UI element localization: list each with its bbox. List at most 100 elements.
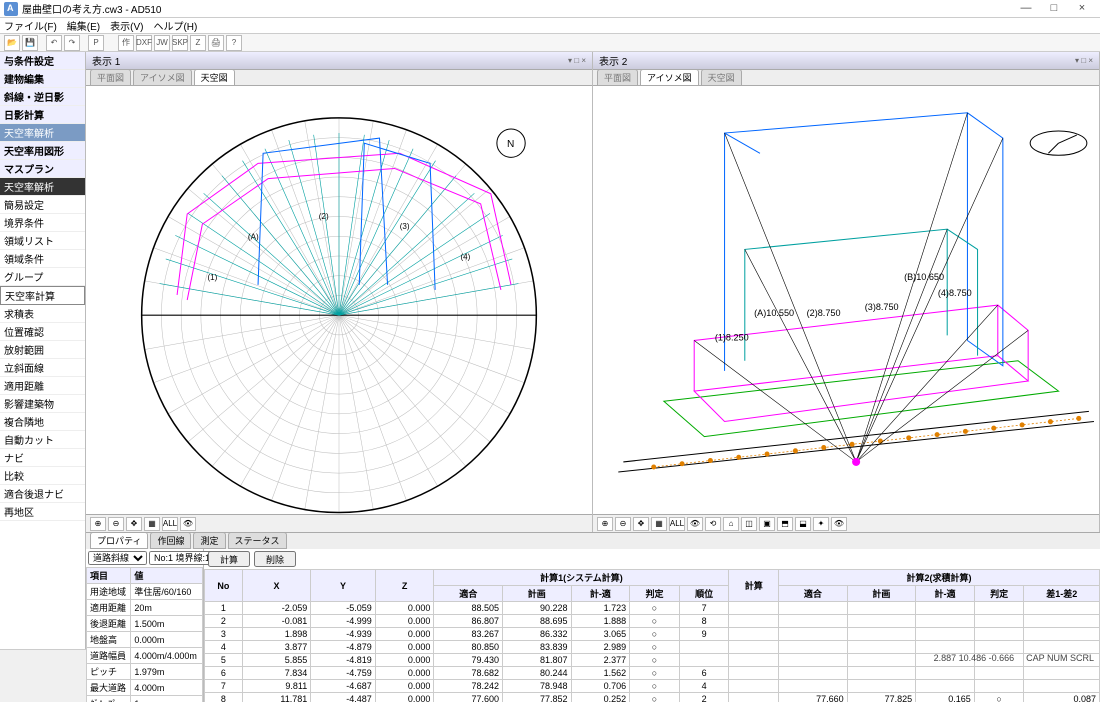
results-grid: 計算 削除 No X Y Z 計算1(システム計算) 計算 <box>204 549 1100 702</box>
view-tool[interactable]: ⊕ <box>90 517 106 531</box>
sidebar: 与条件設定建物編集斜線・逆日影日影計算天空率解析天空率用図形マスプラン天空率解析… <box>0 52 86 649</box>
table-row[interactable]: 79.811-4.6870.00078.24278.9480.706○4 <box>205 680 1100 693</box>
sidebar-item[interactable]: 領域リスト <box>0 232 85 250</box>
view-tool[interactable]: ⬒ <box>777 517 793 531</box>
view2-controls[interactable]: ▾ □ × <box>1075 56 1093 65</box>
props-table: 項目値 用途地域準住居/60/160適用距離20m後退距離1.500m地盤高0.… <box>86 567 203 702</box>
app-icon <box>4 2 18 16</box>
lower-tab-prop[interactable]: プロパティ <box>90 532 148 549</box>
view1-title: 表示 1 <box>92 53 120 68</box>
view-tool[interactable]: ⊕ <box>597 517 613 531</box>
sidebar-item[interactable]: 建物編集 <box>0 70 85 88</box>
tool-dxf[interactable]: DXF <box>136 35 152 51</box>
view1-tab-sky[interactable]: 天空図 <box>194 69 235 85</box>
tool-p[interactable]: P <box>88 35 104 51</box>
tool-z[interactable]: Z <box>190 35 206 51</box>
tool-jw[interactable]: JW <box>154 35 170 51</box>
view2-tab-iso[interactable]: アイソメ図 <box>640 69 699 85</box>
sidebar-item[interactable]: 位置確認 <box>0 323 85 341</box>
tool-skp[interactable]: SKP <box>172 35 188 51</box>
sidebar-item[interactable]: 比較 <box>0 467 85 485</box>
table-row[interactable]: 2-0.081-4.9990.00086.80788.6951.888○8 <box>205 615 1100 628</box>
table-row[interactable]: 31.898-4.9390.00083.26786.3323.065○9 <box>205 628 1100 641</box>
view2-tab-sky[interactable]: 天空図 <box>701 69 742 85</box>
view-tool[interactable]: ◫ <box>741 517 757 531</box>
view-tool[interactable]: 👁 <box>831 517 847 531</box>
sidebar-item[interactable]: 再地区 <box>0 503 85 521</box>
sidebar-item[interactable]: 斜線・逆日影 <box>0 88 85 106</box>
sidebar-item[interactable]: 日影計算 <box>0 106 85 124</box>
view-tool[interactable]: ✥ <box>633 517 649 531</box>
sidebar-item[interactable]: 簡易設定 <box>0 196 85 214</box>
maximize-button[interactable]: □ <box>1040 1 1068 17</box>
lower-tab-status[interactable]: ステータス <box>228 532 287 549</box>
sidebar-item[interactable]: 適用距離 <box>0 377 85 395</box>
view-tool[interactable]: ⟲ <box>705 517 721 531</box>
sidebar-item[interactable]: 天空率解析 <box>0 178 85 196</box>
menu-help[interactable]: ヘルプ(H) <box>153 18 197 33</box>
view-tool[interactable]: ▦ <box>651 517 667 531</box>
sidebar-item[interactable]: 放射範囲 <box>0 341 85 359</box>
svg-text:(4)8.750: (4)8.750 <box>938 288 972 298</box>
view-tool[interactable]: ⊖ <box>615 517 631 531</box>
sidebar-item[interactable]: 天空率用図形 <box>0 142 85 160</box>
view1-tab-plan[interactable]: 平面図 <box>90 69 131 85</box>
lower-tab-line[interactable]: 作回線 <box>150 532 191 549</box>
view-tool[interactable]: ▣ <box>759 517 775 531</box>
sidebar-item[interactable]: 天空率計算 <box>0 286 85 305</box>
tool-print[interactable]: 🖨 <box>208 35 224 51</box>
view-tool[interactable]: ▦ <box>144 517 160 531</box>
sidebar-item[interactable]: 境界条件 <box>0 214 85 232</box>
table-row[interactable]: 1-2.059-5.0590.00088.50590.2281.723○7 <box>205 602 1100 615</box>
view2-canvas[interactable]: (1)8.250(A)10.550(2)8.750(3)8.750(B)10.6… <box>593 86 1099 514</box>
menu-edit[interactable]: 編集(E) <box>67 18 100 33</box>
sidebar-item[interactable]: 適合後退ナビ <box>0 485 85 503</box>
close-button[interactable]: × <box>1068 1 1096 17</box>
props-panel: 道路斜線 No:1 境界線:1 項目値 用途地域準住居/60/160適用距離20… <box>86 549 204 702</box>
sidebar-item[interactable]: 立斜面線 <box>0 359 85 377</box>
sidebar-item[interactable]: 求積表 <box>0 305 85 323</box>
calc-button[interactable]: 計算 <box>208 551 250 567</box>
view1-tabs: 平面図 アイソメ図 天空図 <box>86 70 592 86</box>
sidebar-item[interactable]: マスプラン <box>0 160 85 178</box>
view-tool[interactable]: ⊖ <box>108 517 124 531</box>
view-tool[interactable]: ALL <box>162 517 178 531</box>
lower-tab-measure[interactable]: 測定 <box>193 532 225 549</box>
sidebar-item[interactable]: 天空率解析 <box>0 124 85 142</box>
view-tool[interactable]: ⌂ <box>723 517 739 531</box>
tool-1[interactable]: 📂 <box>4 35 20 51</box>
minimize-button[interactable]: — <box>1012 1 1040 17</box>
view-tool[interactable]: 👁 <box>180 517 196 531</box>
view-tool[interactable]: ALL <box>669 517 685 531</box>
sidebar-item[interactable]: 与条件設定 <box>0 52 85 70</box>
menu-file[interactable]: ファイル(F) <box>4 18 57 33</box>
view-tool[interactable]: ✦ <box>813 517 829 531</box>
delete-button[interactable]: 削除 <box>254 551 296 567</box>
sidebar-item[interactable]: 領域条件 <box>0 250 85 268</box>
table-row[interactable]: 811.781-4.4870.00077.60077.8520.252○277.… <box>205 693 1100 702</box>
view-tool[interactable]: 👁 <box>687 517 703 531</box>
tool-redo[interactable]: ↷ <box>64 35 80 51</box>
sidebar-item[interactable]: 自動カット <box>0 431 85 449</box>
sidebar-item[interactable]: 複合隣地 <box>0 413 85 431</box>
tool-help[interactable]: ? <box>226 35 242 51</box>
sidebar-item[interactable]: 影響建築物 <box>0 395 85 413</box>
tool-undo[interactable]: ↶ <box>46 35 62 51</box>
view2-toolbar: ⊕⊖✥▦ALL👁⟲⌂◫▣⬒⬓✦👁 <box>593 514 1099 532</box>
view1-canvas[interactable]: (1)(A)(2)(3)(4)N <box>86 86 592 514</box>
view2-tabs: 平面図 アイソメ図 天空図 <box>593 70 1099 86</box>
tool-2[interactable]: 💾 <box>22 35 38 51</box>
view-tool[interactable]: ⬓ <box>795 517 811 531</box>
sidebar-item[interactable]: ナビ <box>0 449 85 467</box>
tool-make[interactable]: 作 <box>118 35 134 51</box>
menu-view[interactable]: 表示(V) <box>110 18 143 33</box>
sidebar-item[interactable]: グループ <box>0 268 85 286</box>
lower-panel: プロパティ 作回線 測定 ステータス 道路斜線 No:1 境界線:1 項目値 用… <box>86 532 1100 702</box>
line-type-select[interactable]: 道路斜線 <box>88 551 147 565</box>
view-tool[interactable]: ✥ <box>126 517 142 531</box>
window-title: 屋曲壁口の考え方.cw3 - AD510 <box>22 1 1012 16</box>
view1-tab-iso[interactable]: アイソメ図 <box>133 69 192 85</box>
view1-controls[interactable]: ▾ □ × <box>568 56 586 65</box>
table-row[interactable]: 67.834-4.7590.00078.68280.2441.562○6 <box>205 667 1100 680</box>
view2-tab-plan[interactable]: 平面図 <box>597 69 638 85</box>
